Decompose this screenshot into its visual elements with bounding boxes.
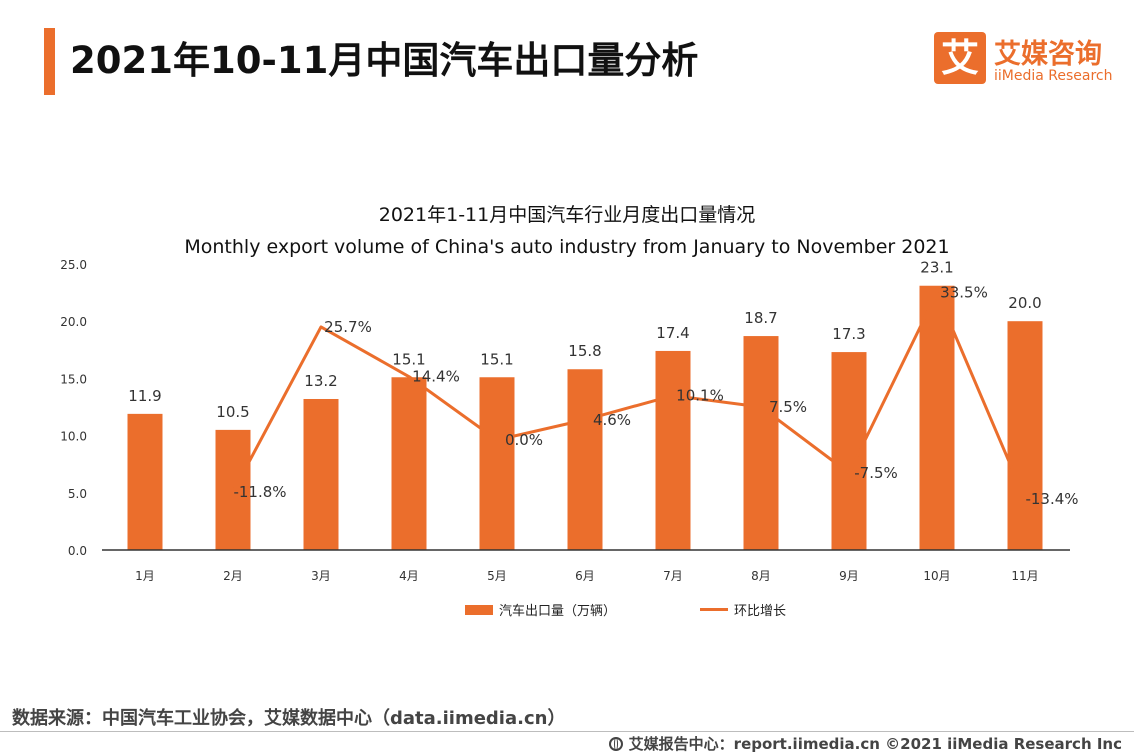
y-tick-label: 10.0 [60, 430, 87, 444]
bar-value-label: 17.4 [656, 324, 689, 342]
chart-subtitle: Monthly export volume of China's auto in… [184, 236, 950, 258]
growth-value-label: -11.8% [233, 483, 286, 501]
title-accent-bar [44, 28, 55, 95]
bar-value-label: 13.2 [304, 372, 337, 390]
y-tick-label: 15.0 [60, 372, 87, 386]
growth-value-label: 14.4% [412, 368, 460, 386]
footer-text: 艾媒报告中心：report.iimedia.cn ©2021 iiMedia R… [628, 735, 1122, 753]
x-tick-label: 9月 [839, 569, 859, 583]
x-tick-label: 6月 [575, 569, 595, 583]
bar-value-label: 15.1 [480, 350, 513, 368]
x-tick-label: 2月 [223, 569, 243, 583]
footer: 艾媒报告中心：report.iimedia.cn ©2021 iiMedia R… [608, 733, 1122, 754]
bar [655, 350, 691, 550]
bar-value-label: 18.7 [744, 309, 777, 327]
bar-value-label: 11.9 [128, 387, 161, 405]
growth-value-label: 33.5% [940, 284, 988, 302]
legend-item-line: 环比增长 [700, 600, 786, 619]
growth-value-label: -7.5% [854, 464, 898, 482]
growth-value-label: 4.6% [593, 411, 631, 429]
legend-label-line: 环比增长 [734, 604, 787, 619]
globe-icon [608, 736, 623, 751]
growth-value-label: 7.5% [769, 398, 807, 416]
growth-line [231, 291, 1027, 500]
chart-legend: 汽车出口量（万辆） 环比增长 [0, 600, 1134, 620]
x-tick-label: 11月 [1011, 569, 1038, 583]
bar [919, 285, 955, 550]
bar-value-label: 15.1 [392, 350, 425, 368]
x-tick-label: 8月 [751, 569, 771, 583]
iimedia-logo: 艾 艾媒咨询 iiMedia Research [934, 32, 1124, 88]
logo-mark-icon: 艾 [934, 32, 986, 84]
bar [391, 377, 427, 550]
legend-item-bar: 汽车出口量（万辆） [465, 600, 616, 619]
bar-value-label: 10.5 [216, 403, 249, 421]
y-tick-label: 0.0 [68, 544, 87, 558]
data-source: 数据来源：中国汽车工业协会，艾媒数据中心（data.iimedia.cn） [12, 708, 566, 729]
bar-value-label: 20.0 [1008, 294, 1041, 312]
bar [1007, 321, 1043, 550]
logo-text-cn: 艾媒咨询 [994, 39, 1102, 70]
growth-value-label: 0.0% [505, 431, 543, 449]
bar [303, 398, 339, 550]
footer-divider [0, 731, 1134, 732]
x-tick-label: 4月 [399, 569, 419, 583]
y-tick-label: 20.0 [60, 315, 87, 329]
y-tick-label: 25.0 [60, 258, 87, 272]
growth-value-label: 10.1% [676, 387, 724, 405]
bar [567, 369, 603, 550]
legend-line-swatch [700, 608, 728, 611]
x-tick-label: 5月 [487, 569, 507, 583]
x-tick-label: 7月 [663, 569, 683, 583]
export-chart: 0.0 5.0 10.0 15.0 20.0 25.0 11.9 10.5 13.2 15.1 15… [60, 258, 1078, 583]
growth-value-label: 25.7% [324, 318, 372, 336]
x-tick-label: 3月 [311, 569, 331, 583]
bar [479, 377, 515, 550]
page-title: 2021年10-11月中国汽车出口量分析 [70, 39, 699, 82]
legend-bar-swatch [465, 604, 493, 615]
bar [743, 336, 779, 550]
y-tick-label: 5.0 [68, 487, 87, 501]
bar-value-label: 17.3 [832, 325, 865, 343]
logo-text-en: iiMedia Research [994, 68, 1113, 84]
x-tick-label: 1月 [135, 569, 155, 583]
chart-title: 2021年1-11月中国汽车行业月度出口量情况 [378, 204, 756, 226]
bar [127, 413, 163, 550]
x-tick-label: 10月 [923, 569, 950, 583]
legend-label-bar: 汽车出口量（万辆） [499, 604, 617, 619]
bar-value-label: 23.1 [920, 259, 953, 277]
growth-value-label: -13.4% [1025, 490, 1078, 508]
bar-value-label: 15.8 [568, 342, 601, 360]
